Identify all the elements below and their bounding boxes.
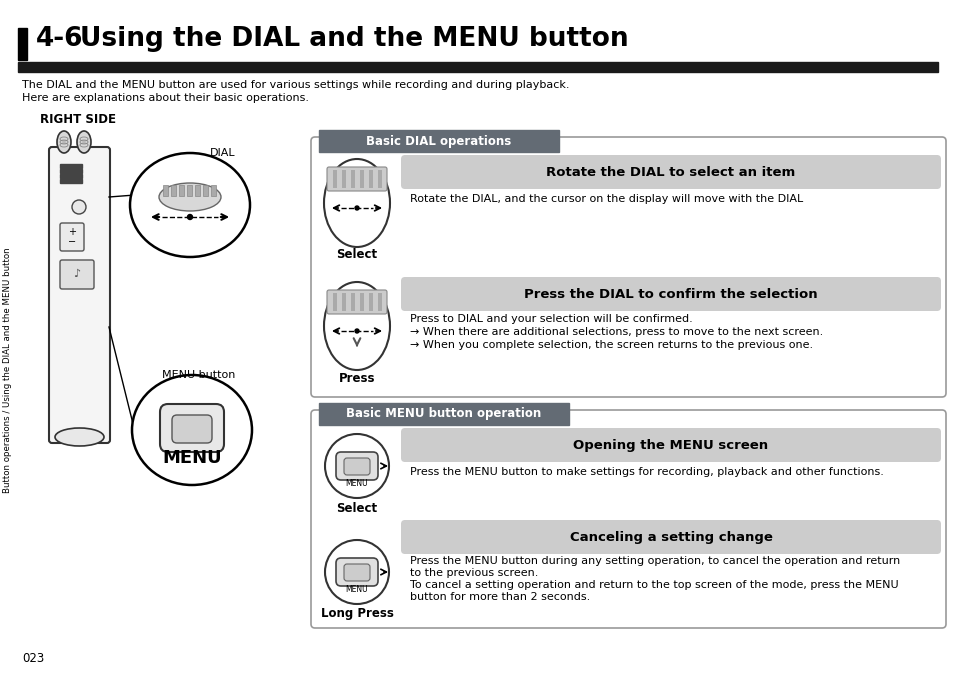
FancyBboxPatch shape [60,223,84,251]
Ellipse shape [77,131,91,153]
Bar [163,185,169,196]
Bar [369,293,373,311]
Bar [203,185,209,196]
Ellipse shape [159,183,221,211]
FancyBboxPatch shape [60,260,94,289]
Bar [333,170,336,188]
Text: Rotate the DIAL to select an item: Rotate the DIAL to select an item [546,166,795,178]
Text: Basic MENU button operation: Basic MENU button operation [346,407,541,421]
Bar [60,179,82,182]
FancyBboxPatch shape [344,458,370,475]
Text: MENU: MENU [345,586,368,594]
Text: ♪: ♪ [73,269,80,279]
Bar [18,28,27,60]
Bar [377,170,381,188]
FancyBboxPatch shape [49,147,110,443]
Bar [318,130,558,152]
FancyBboxPatch shape [172,415,212,443]
Bar [351,170,355,188]
Text: Press the MENU button during any setting operation, to cancel the operation and : Press the MENU button during any setting… [410,556,900,566]
Text: RIGHT SIDE: RIGHT SIDE [40,113,116,126]
Ellipse shape [325,434,389,498]
Text: 023: 023 [22,651,44,664]
Ellipse shape [324,159,390,247]
Bar [351,293,355,311]
Bar [318,403,568,425]
Text: → When you complete selection, the screen returns to the previous one.: → When you complete selection, the scree… [410,340,812,350]
Bar [60,174,82,178]
Ellipse shape [324,282,390,370]
Text: Button operations / Using the DIAL and the MENU button: Button operations / Using the DIAL and t… [4,247,12,493]
FancyBboxPatch shape [311,137,945,397]
Text: button for more than 2 seconds.: button for more than 2 seconds. [410,592,590,602]
Text: The DIAL and the MENU button are used for various settings while recording and d: The DIAL and the MENU button are used fo… [22,80,569,90]
Text: Press the DIAL to confirm the selection: Press the DIAL to confirm the selection [523,287,817,301]
Circle shape [188,215,193,219]
Text: MENU: MENU [162,449,222,467]
Text: → When there are additional selections, press to move to the next screen.: → When there are additional selections, … [410,327,822,337]
FancyBboxPatch shape [400,277,940,311]
Text: −: − [68,237,76,247]
Bar [18,62,937,72]
Circle shape [355,206,358,210]
Text: To cancel a setting operation and return to the top screen of the mode, press th: To cancel a setting operation and return… [410,580,898,590]
Bar [60,164,82,168]
Text: Canceling a setting change: Canceling a setting change [569,530,772,544]
Bar [179,185,184,196]
Bar [377,293,381,311]
Bar [341,293,346,311]
Bar [60,169,82,172]
Text: Here are explanations about their basic operations.: Here are explanations about their basic … [22,93,309,103]
Bar [212,185,216,196]
Bar [333,293,336,311]
Text: MENU button: MENU button [162,370,235,380]
Bar [359,293,364,311]
Text: Using the DIAL and the MENU button: Using the DIAL and the MENU button [80,26,628,52]
FancyBboxPatch shape [335,452,377,480]
Bar [172,185,176,196]
Ellipse shape [130,153,250,257]
Text: Opening the MENU screen: Opening the MENU screen [573,439,768,452]
Ellipse shape [325,540,389,604]
Text: Press: Press [338,371,375,384]
Bar [188,185,193,196]
FancyBboxPatch shape [400,155,940,189]
Text: Press to DIAL and your selection will be confirmed.: Press to DIAL and your selection will be… [410,314,692,324]
Ellipse shape [132,375,252,485]
Text: Long Press: Long Press [320,608,393,621]
FancyBboxPatch shape [327,167,387,191]
Bar [359,170,364,188]
Text: DIAL: DIAL [210,148,235,158]
FancyBboxPatch shape [160,404,224,452]
FancyBboxPatch shape [327,290,387,314]
Text: Press the MENU button to make settings for recording, playback and other functio: Press the MENU button to make settings f… [410,467,882,477]
FancyBboxPatch shape [400,520,940,554]
Ellipse shape [55,428,104,446]
Text: Basic DIAL operations: Basic DIAL operations [366,135,511,147]
Text: Select: Select [336,248,377,262]
Bar [369,170,373,188]
Bar [341,170,346,188]
Text: Rotate the DIAL, and the cursor on the display will move with the DIAL: Rotate the DIAL, and the cursor on the d… [410,194,802,204]
FancyBboxPatch shape [311,410,945,628]
Ellipse shape [57,131,71,153]
FancyBboxPatch shape [335,558,377,586]
FancyBboxPatch shape [400,428,940,462]
Text: +: + [68,227,76,237]
Text: MENU: MENU [345,479,368,489]
Circle shape [355,329,358,333]
Bar [195,185,200,196]
Text: to the previous screen.: to the previous screen. [410,568,537,578]
Text: Select: Select [336,501,377,514]
Circle shape [71,200,86,214]
Text: 4-6: 4-6 [36,26,84,52]
FancyBboxPatch shape [344,564,370,581]
